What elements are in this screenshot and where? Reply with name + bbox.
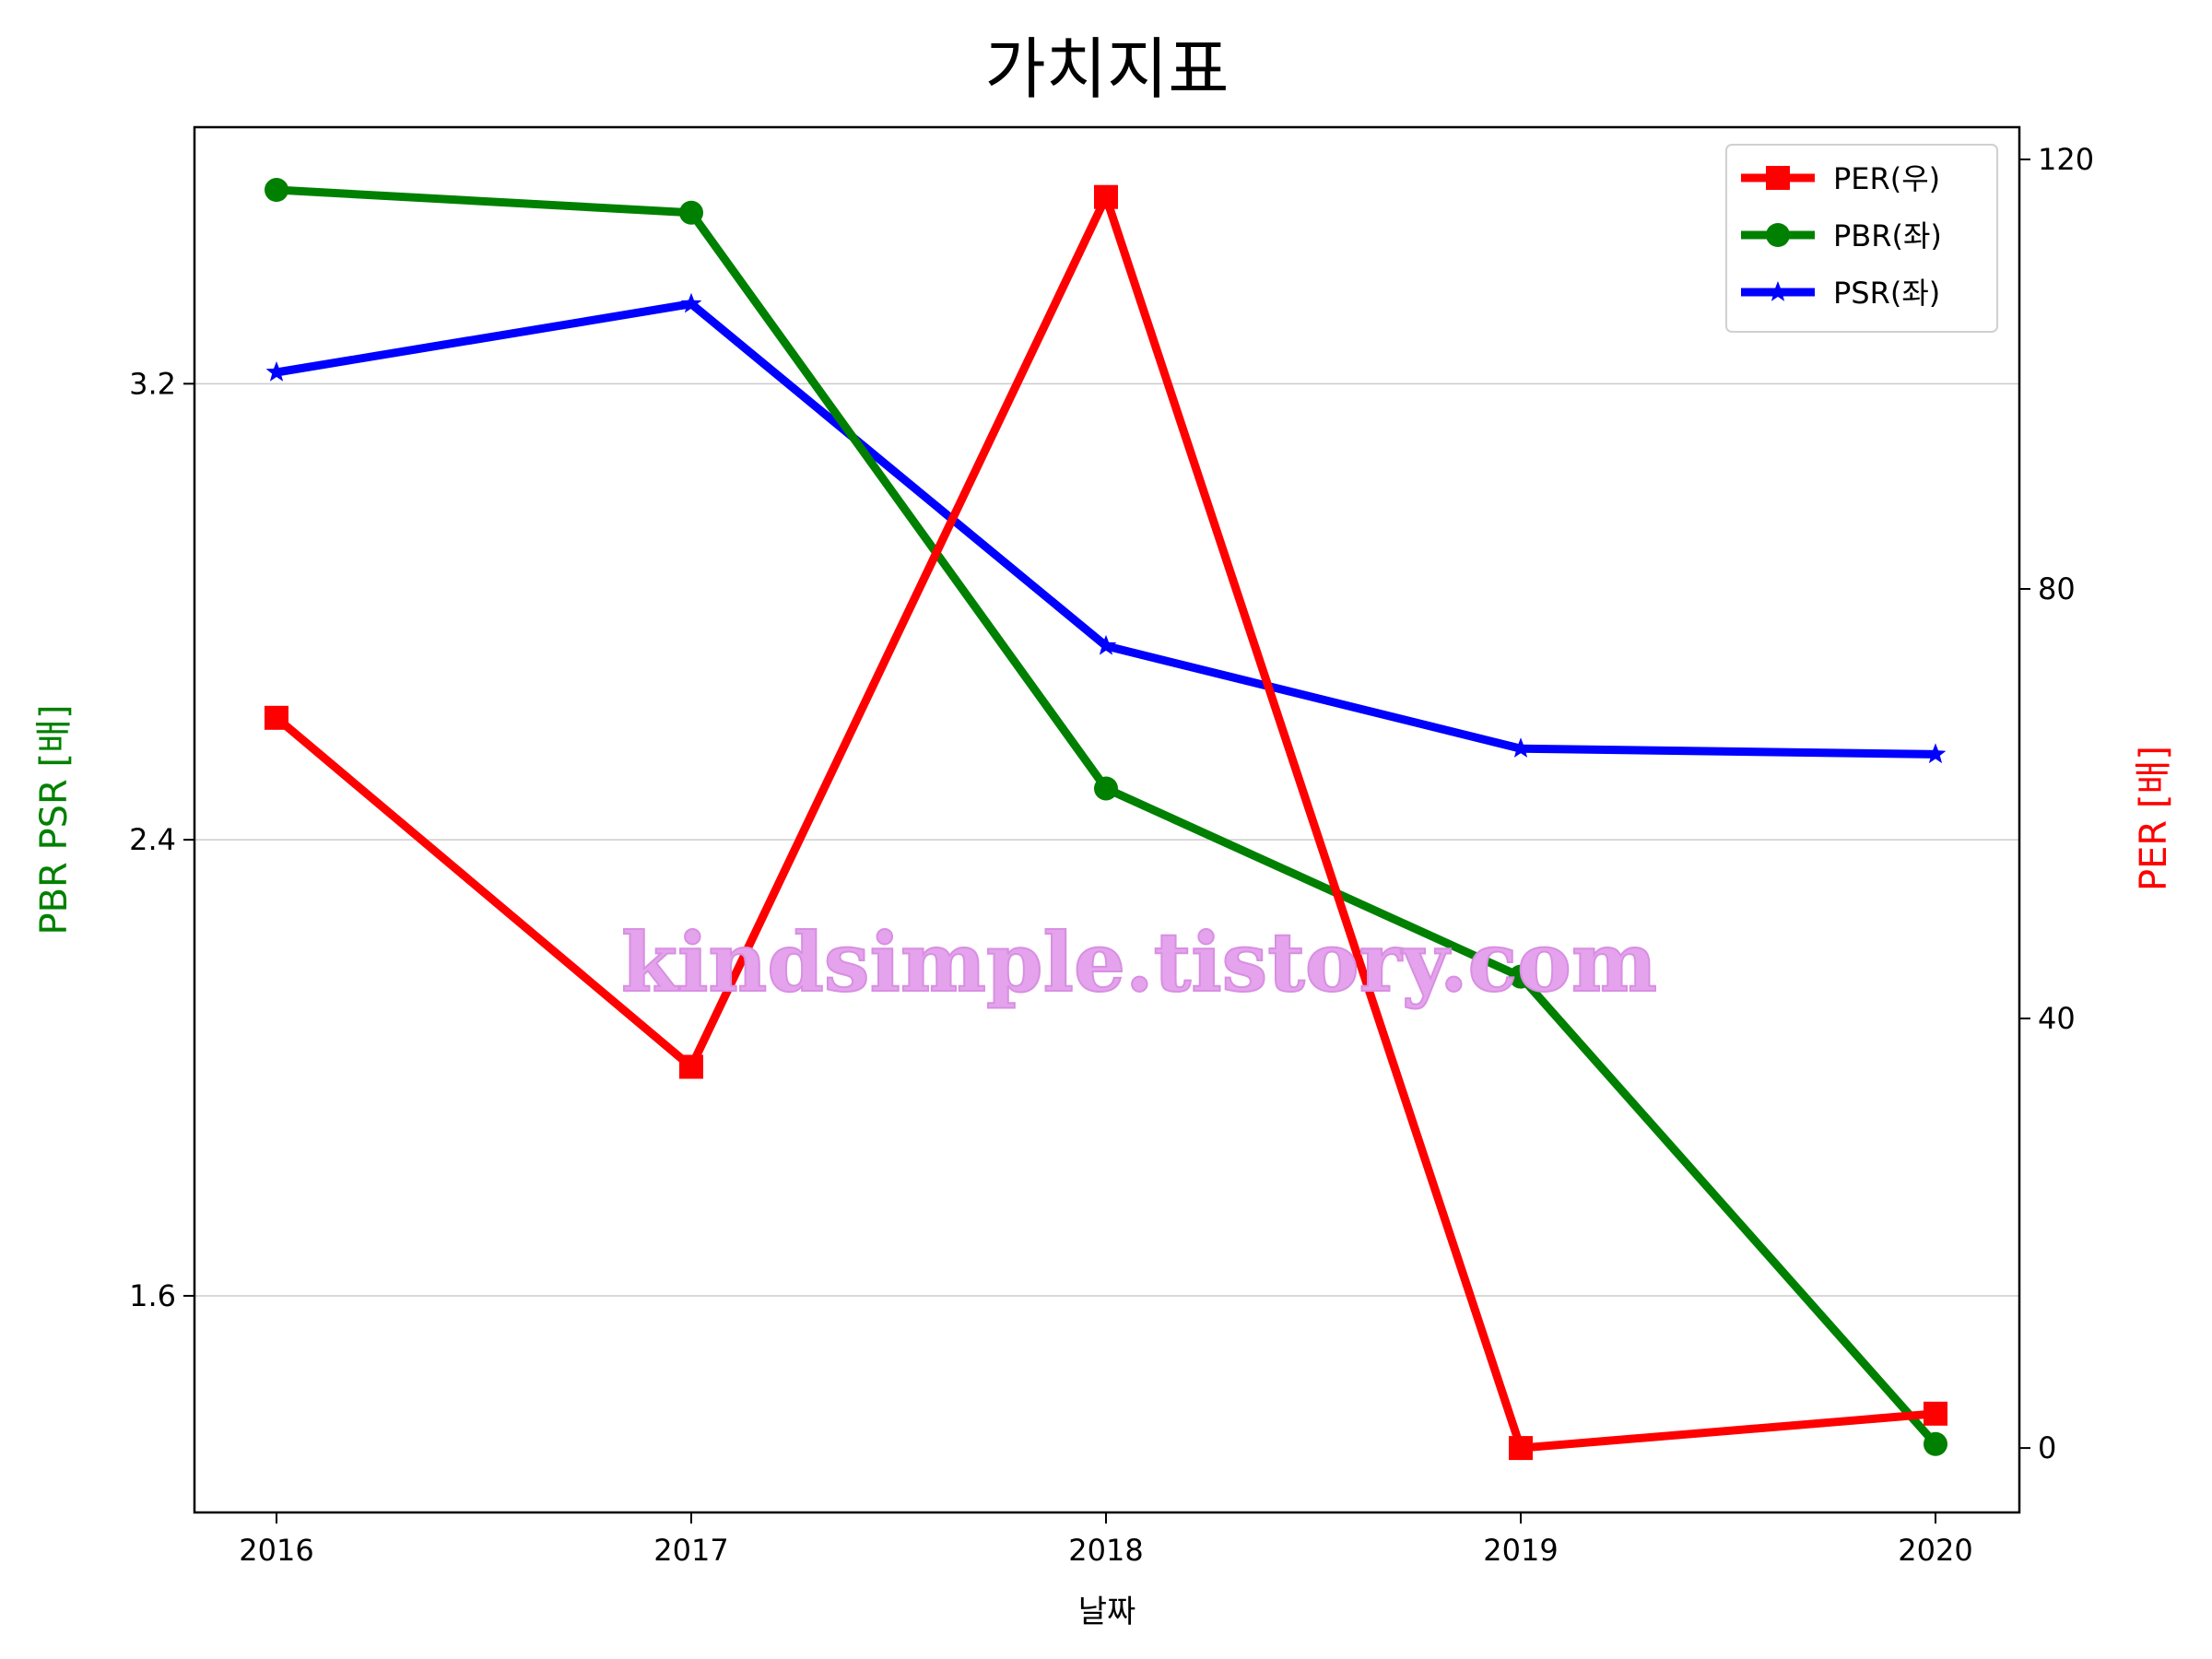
x-tick-label: 2018 — [1068, 1533, 1143, 1568]
right-y-tick-label: 120 — [2038, 142, 2094, 177]
square-marker — [1509, 1436, 1533, 1461]
circle-marker — [1509, 964, 1533, 989]
left-y-axis-label: PBR PSR [배] — [33, 704, 76, 935]
series-circle — [265, 178, 1947, 1456]
square-marker — [1094, 184, 1118, 209]
left-y-tick-label: 2.4 — [129, 822, 176, 857]
legend-item: PER(우) — [1741, 161, 1940, 196]
circle-marker — [265, 178, 288, 203]
circle-marker — [1766, 223, 1790, 247]
chart-title: 가치지표 — [985, 30, 1230, 108]
right-y-tick-label: 40 — [2038, 1001, 2076, 1036]
legend-item: PBR(좌) — [1741, 218, 1942, 253]
star-marker — [265, 361, 288, 382]
left-y-tick-label: 1.6 — [129, 1278, 176, 1313]
star-marker — [1924, 743, 1947, 764]
series-layer — [265, 178, 1947, 1461]
legend-item: PSR(좌) — [1741, 276, 1940, 311]
x-tick-label: 2019 — [1483, 1533, 1558, 1568]
left-y-tick-label: 3.2 — [129, 366, 176, 401]
series-star — [265, 292, 1947, 764]
legend: PER(우) PBR(좌) PSR(좌) — [1725, 144, 1998, 333]
circle-marker — [1094, 776, 1118, 801]
square-marker — [1766, 166, 1790, 190]
series-line — [274, 185, 1936, 1453]
series-line — [276, 185, 1939, 1447]
circle-marker — [1924, 1431, 1947, 1456]
grid-lines — [194, 382, 2019, 1297]
x-axis-label: 날짜 — [1078, 1594, 1136, 1630]
x-tick-label: 2017 — [653, 1533, 728, 1568]
series-line — [276, 299, 1936, 759]
legend-box — [1725, 144, 1998, 333]
square-marker — [679, 1054, 703, 1079]
legend-label: PBR(좌) — [1833, 218, 1942, 253]
plot-frame — [193, 125, 2021, 1514]
right-y-tick-label: 0 — [2038, 1430, 2056, 1465]
star-marker — [1510, 737, 1532, 758]
star-marker — [1095, 634, 1117, 655]
circle-marker — [679, 200, 703, 225]
x-tick-label: 2016 — [239, 1533, 313, 1568]
right-y-axis-label: PER [배] — [2133, 746, 2175, 891]
square-marker — [265, 705, 288, 730]
watermark-text: kindsimple.tistory.com — [621, 914, 1657, 1010]
legend-label: PER(우) — [1833, 161, 1940, 196]
series-square — [265, 184, 1947, 1461]
x-tick-label: 2020 — [1898, 1533, 1972, 1568]
star-marker — [1767, 281, 1789, 301]
right-y-tick-label: 80 — [2038, 571, 2076, 606]
legend-label: PSR(좌) — [1833, 276, 1940, 311]
square-marker — [1924, 1401, 1947, 1426]
axes: 1.6 2.4 3.2 0 40 80 120 2016 2017 2018 2019 2020 — [129, 142, 2094, 1568]
star-marker — [680, 292, 702, 313]
